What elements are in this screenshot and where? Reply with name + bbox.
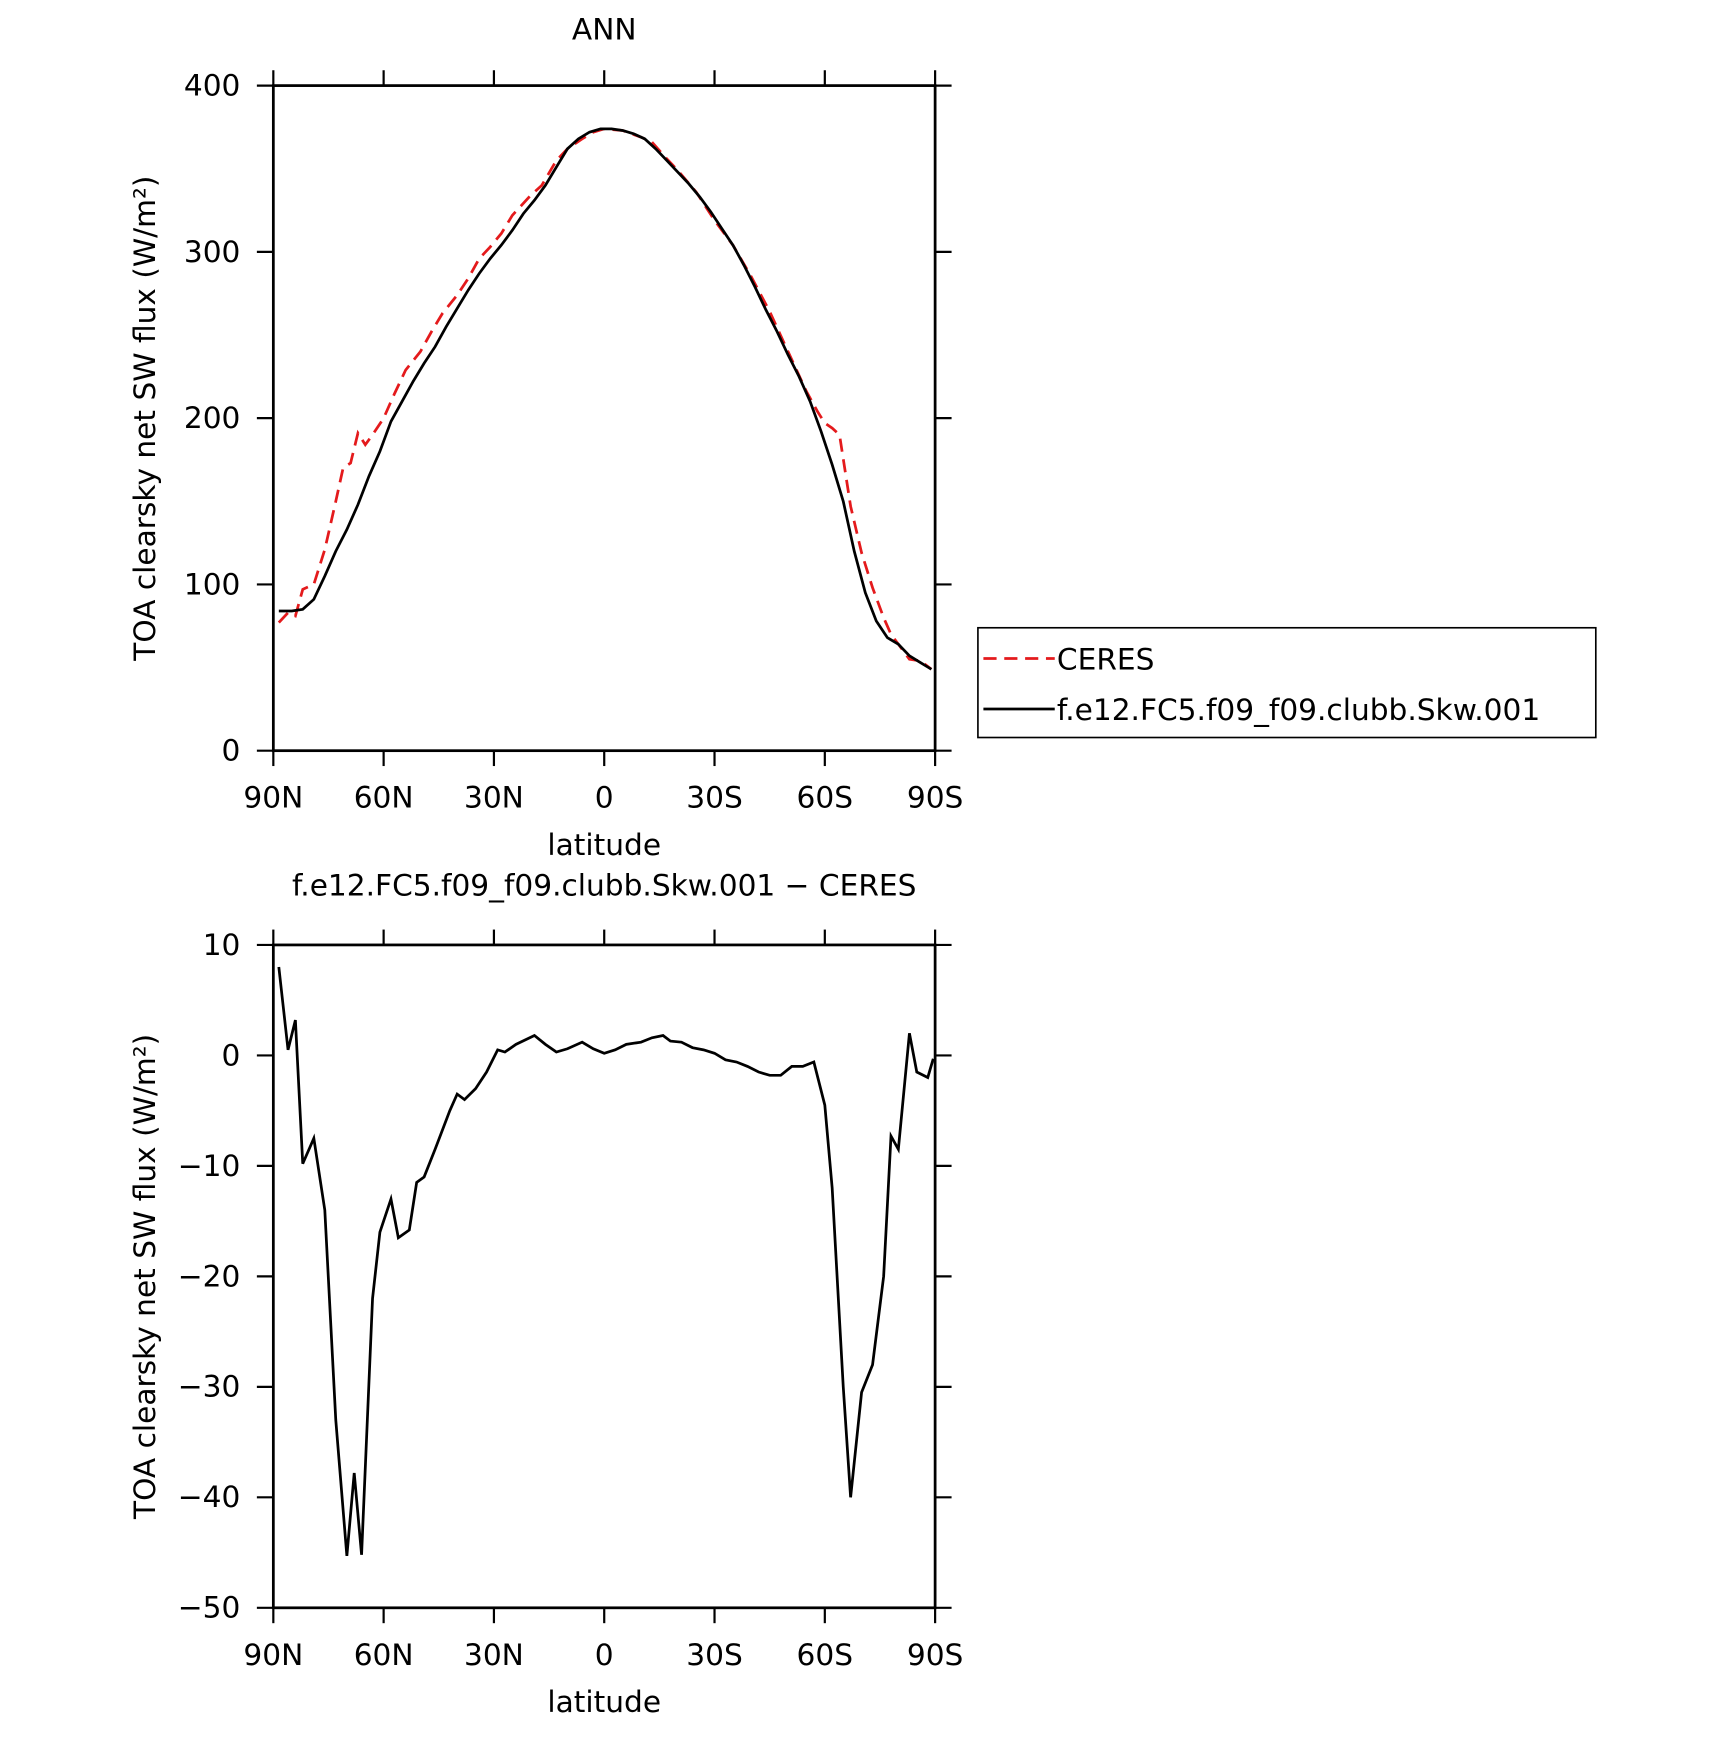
x-axis-label: latitude (547, 1684, 661, 1719)
y-tick-label: −10 (178, 1148, 241, 1183)
x-tick-label: 30S (686, 780, 743, 815)
y-tick-label: 10 (203, 927, 241, 962)
plot-frame (271, 84, 937, 753)
y-tick-label: −20 (178, 1258, 241, 1293)
legend-box (977, 626, 1597, 739)
y-tick-label: −50 (178, 1590, 241, 1625)
y-tick-label: 400 (184, 67, 241, 102)
y-tick-label: −40 (178, 1479, 241, 1514)
data-line (277, 966, 935, 1557)
x-tick-label: 0 (595, 1637, 614, 1672)
x-tick-label: 90S (907, 1637, 964, 1672)
data-line (277, 127, 933, 671)
x-tick-label: 90S (907, 780, 964, 815)
x-tick-label: 30N (464, 1637, 524, 1672)
plot-frame (271, 943, 937, 1610)
y-tick-label: 0 (222, 733, 241, 768)
chart-title: ANN (572, 12, 637, 47)
y-tick-label: 100 (184, 566, 241, 601)
x-axis-label: latitude (547, 827, 661, 862)
y-tick-label: −30 (178, 1369, 241, 1404)
y-axis-label: TOA clearsky net SW flux (W/m²) (127, 176, 162, 662)
data-line (278, 127, 933, 671)
x-tick-label: 30N (464, 780, 524, 815)
legend-label: CERES (1057, 641, 1155, 676)
chart-title: f.e12.FC5.f09_f09.clubb.Skw.001 − CERES (292, 868, 916, 903)
y-tick-label: 200 (184, 400, 241, 435)
x-tick-label: 30S (686, 1637, 743, 1672)
legend-label: f.e12.FC5.f09_f09.clubb.Skw.001 (1057, 692, 1540, 727)
x-tick-label: 60N (354, 1637, 414, 1672)
x-tick-label: 90N (243, 780, 303, 815)
x-tick-label: 0 (595, 780, 614, 815)
y-tick-label: 300 (184, 234, 241, 269)
x-tick-label: 60S (797, 780, 854, 815)
y-tick-label: 0 (222, 1037, 241, 1072)
x-tick-label: 60S (797, 1637, 854, 1672)
x-tick-label: 60N (354, 780, 414, 815)
y-axis-label: TOA clearsky net SW flux (W/m²) (127, 1034, 162, 1520)
x-tick-label: 90N (243, 1637, 303, 1672)
